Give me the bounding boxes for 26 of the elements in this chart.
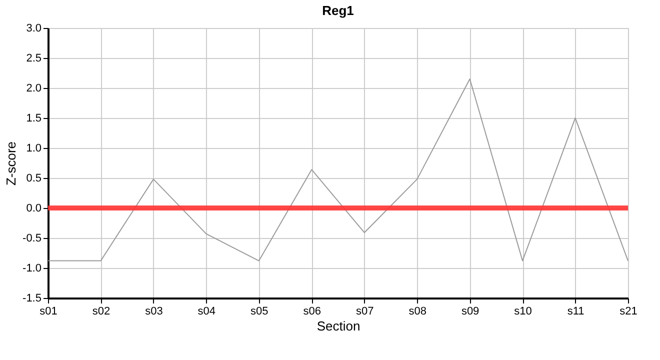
chart-title: Reg1 [322,3,354,18]
y-tick-label: 1.5 [26,112,42,124]
y-tick-label: 2.5 [26,52,42,64]
y-axis-title: Z-score [4,141,19,186]
x-tick-label: s04 [198,306,216,318]
x-tick-label: s09 [461,306,480,318]
x-tick-label: s07 [356,306,374,318]
y-tick-label: 3.0 [26,22,42,34]
x-tick-label: s05 [250,306,268,318]
y-tick-label: 0.5 [26,172,42,184]
y-tick-label: -1.0 [22,262,42,274]
x-tick-label: s08 [408,306,426,318]
x-tick-label: s11 [567,306,584,318]
y-tick-label: -1.5 [22,292,42,304]
y-tick-label: -0.5 [22,232,42,244]
x-tick-label: s03 [145,306,163,318]
y-tick-label: 0.0 [26,202,42,214]
y-tick-label: 2.0 [26,82,42,94]
x-axis-title: Section [316,318,360,334]
x-tick-label: s21 [620,306,638,318]
x-tick-label: s06 [303,306,322,318]
x-tick-label: s10 [514,306,532,318]
line-series [48,78,628,262]
y-tick-label: 1.0 [26,142,42,154]
x-tick-label: s02 [92,306,110,318]
x-tick-label: s01 [40,306,58,318]
